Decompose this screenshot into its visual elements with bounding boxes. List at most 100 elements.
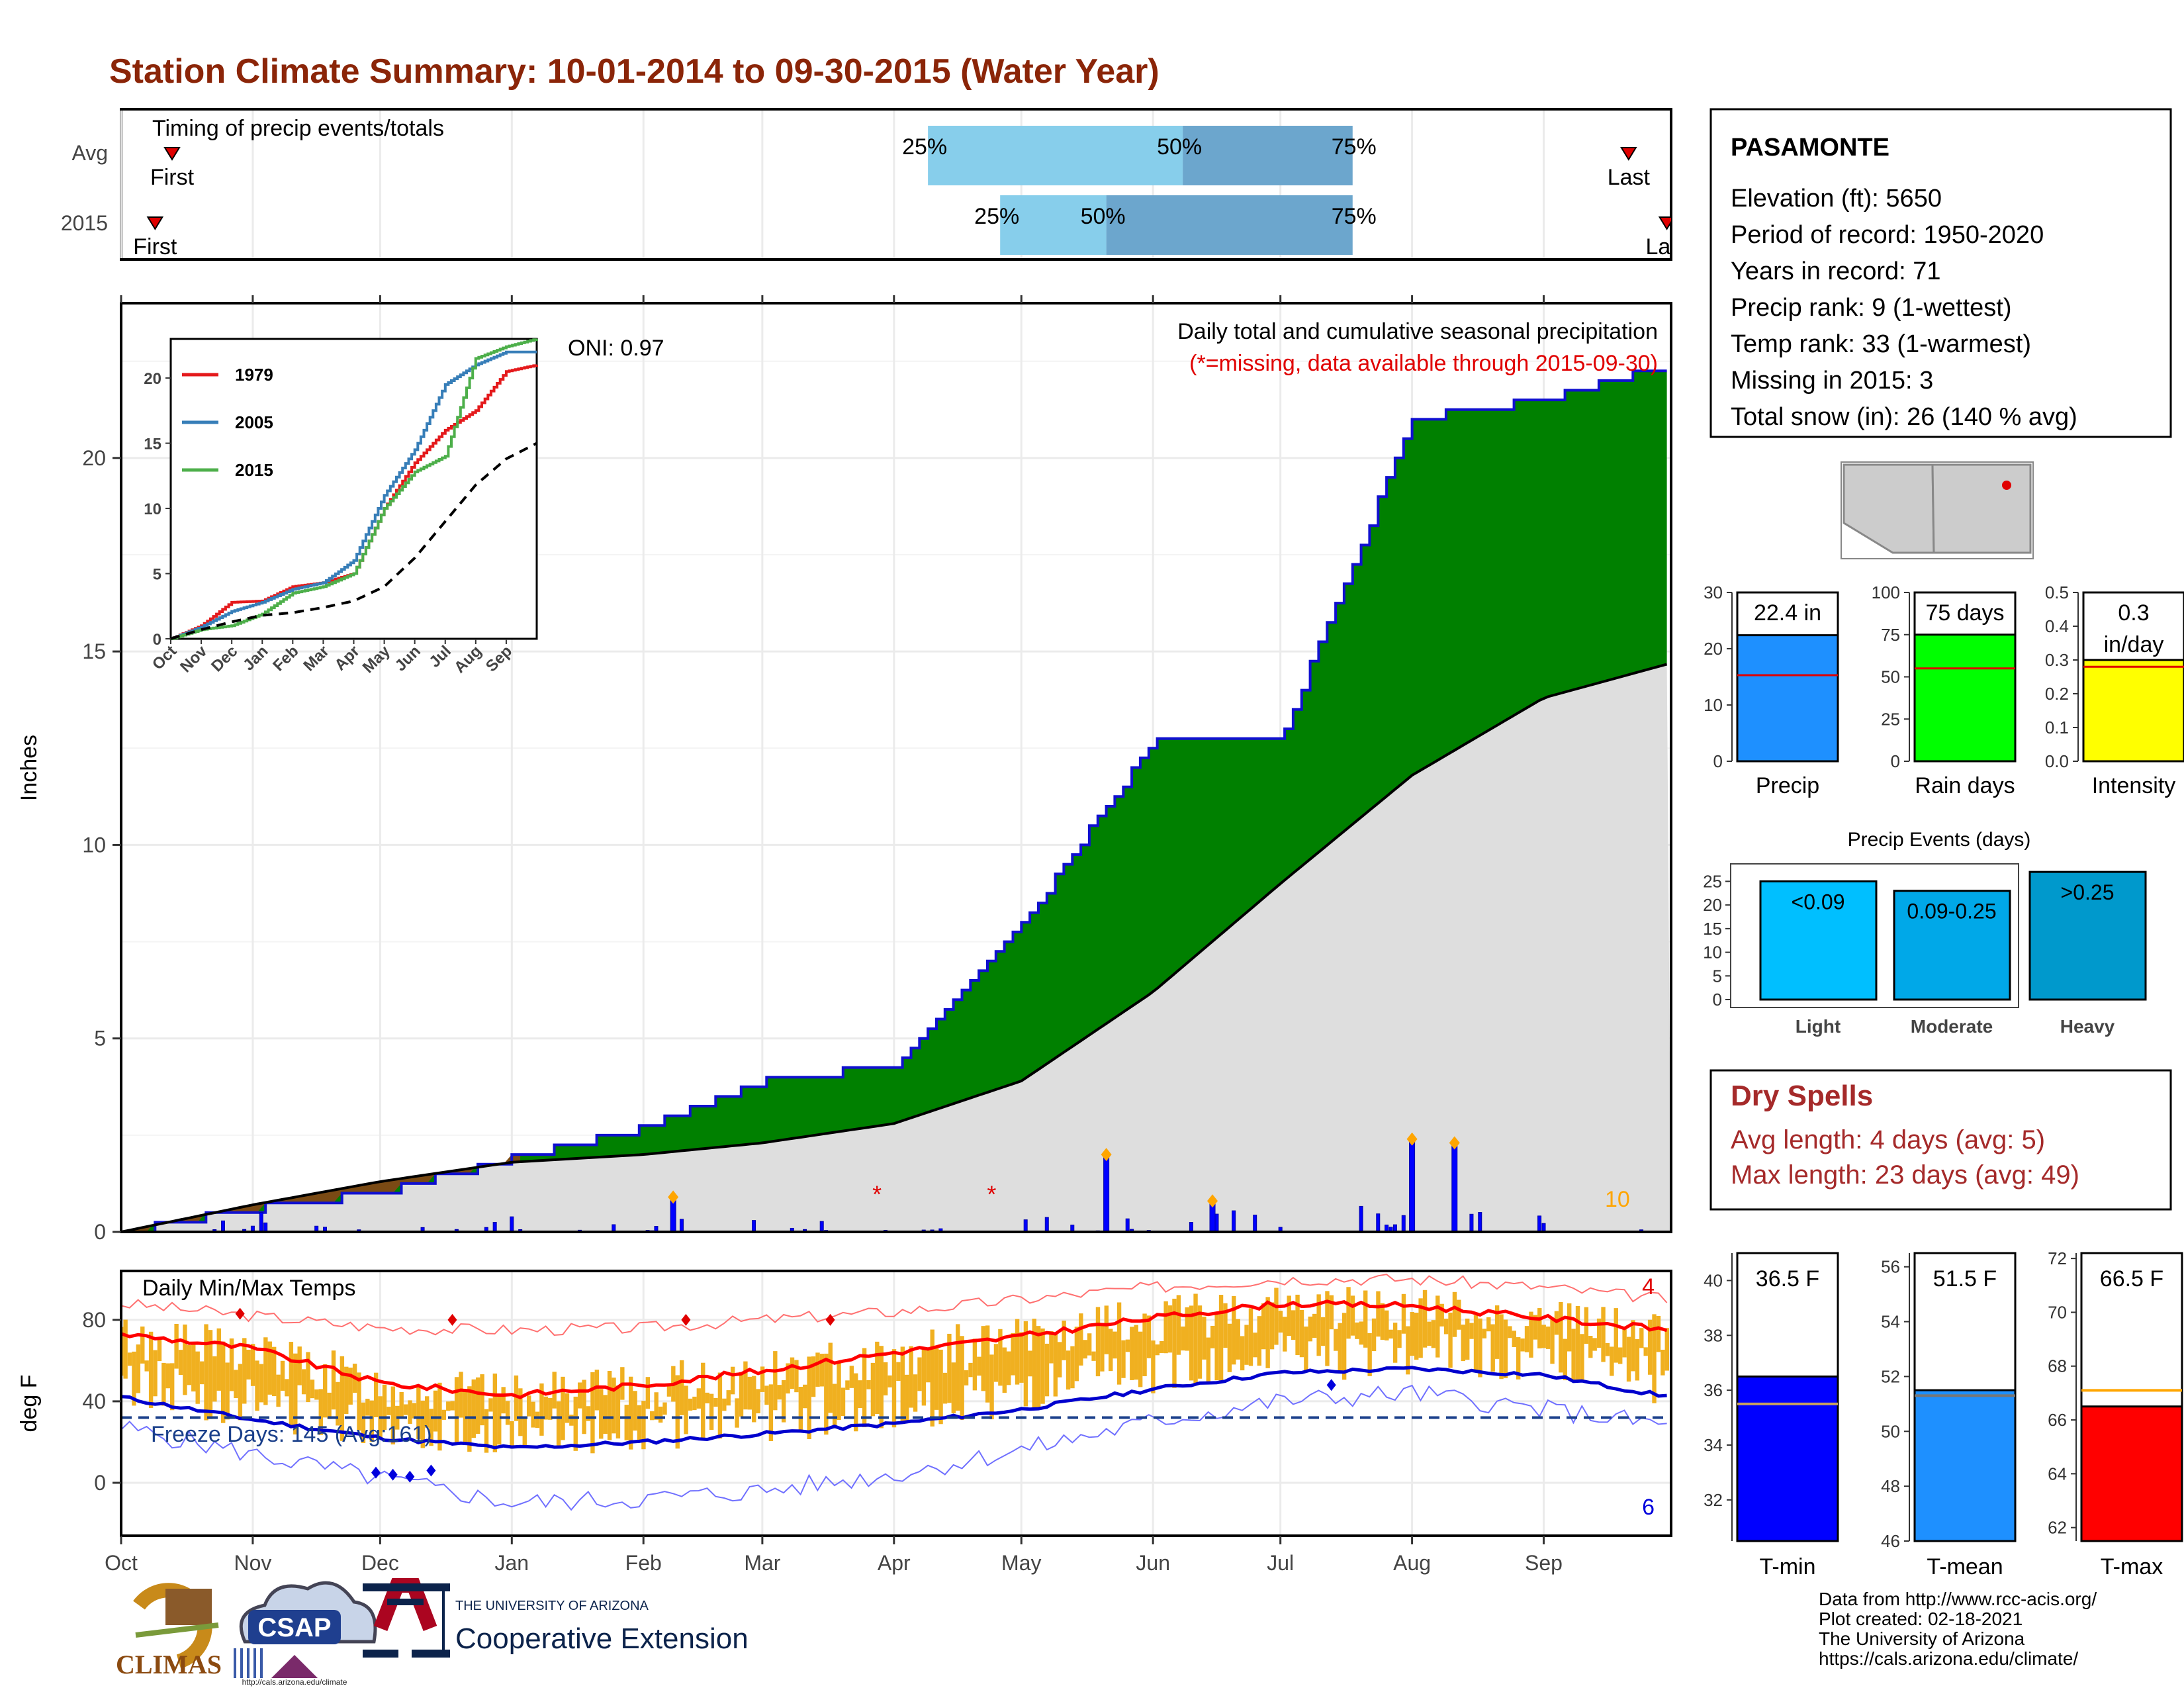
credit-line: Data from http://www.rcc-acis.org/ — [1819, 1589, 2097, 1609]
record-low-marker — [405, 1470, 415, 1483]
timing-label: Timing of precip events/totals — [152, 116, 444, 141]
temp-summary-tick-label: 62 — [2048, 1518, 2067, 1538]
timing-p75-label: 75% — [1332, 204, 1377, 229]
precip-count-label: 10 — [1605, 1187, 1630, 1212]
temp-summary-tick-label: 70 — [2048, 1302, 2067, 1322]
daily-temp-bar — [1427, 1321, 1432, 1346]
daily-precip-bar — [263, 1222, 268, 1233]
record-low-marker — [426, 1464, 436, 1477]
month-label: Nov — [234, 1551, 271, 1575]
daily-temp-bar — [951, 1362, 956, 1414]
missing-data-marker: * — [987, 1181, 996, 1208]
precip-frame — [120, 302, 1672, 1233]
events-tick-label: 25 — [1703, 871, 1722, 891]
daily-temp-bar — [1457, 1299, 1461, 1330]
daily-temp-bar — [441, 1409, 447, 1420]
daily-temp-bar — [590, 1372, 595, 1454]
precip-event-name-label: Light — [1796, 1016, 1841, 1037]
daily-temp-bar — [803, 1384, 807, 1409]
daily-temp-bar — [238, 1364, 243, 1421]
daily-temp-bar — [913, 1374, 918, 1412]
daily-temp-bar — [1545, 1326, 1551, 1349]
timing-p50-label: 50% — [1081, 204, 1126, 229]
daily-temp-bar — [1002, 1347, 1007, 1393]
daily-temp-bar — [1350, 1295, 1355, 1336]
daily-temp-bar — [420, 1400, 425, 1448]
daily-temp-bar — [1452, 1291, 1457, 1337]
daily-temp-bar — [475, 1377, 480, 1434]
summary-tick-label: 30 — [1704, 583, 1723, 602]
daily-temp-bar — [467, 1386, 472, 1452]
daily-temp-bar — [297, 1346, 302, 1385]
daily-temp-bar — [565, 1393, 570, 1423]
temp-summary-tick-label: 64 — [2048, 1464, 2067, 1483]
daily-temp-bar — [314, 1389, 319, 1400]
timing-p25-label: 25% — [974, 204, 1019, 229]
daily-temp-bar — [934, 1348, 939, 1410]
precip-panel: * * 0 5 10 15 20 Inches ONI: 0.97 Daily total… — [17, 295, 1672, 1244]
page-title: Station Climate Summary: 10-01-2014 to 0… — [109, 52, 1160, 91]
daily-temp-bar — [709, 1393, 714, 1430]
station-info-line: Precip rank: 9 (1-wettest) — [1731, 294, 2011, 322]
daily-temp-bar — [318, 1389, 323, 1435]
timing-p75-label: 75% — [1332, 134, 1377, 160]
timing-p25-label: 25% — [902, 134, 947, 160]
daily-temp-bar — [1537, 1308, 1542, 1348]
events-tick-label: 10 — [1703, 943, 1722, 962]
daily-temp-bar — [1631, 1320, 1635, 1372]
station-info-line: Elevation (ft): 5650 — [1731, 185, 1942, 212]
first-event-marker — [163, 147, 181, 161]
daily-temp-bar — [599, 1389, 604, 1439]
daily-precip-bar-large — [1409, 1139, 1416, 1233]
temp-summary-name-label: T-max — [2101, 1554, 2163, 1579]
daily-temp-bar — [454, 1377, 459, 1444]
credits: Data from http://www.rcc-acis.org/Plot c… — [1819, 1589, 2097, 1669]
daily-temp-bar — [773, 1351, 778, 1411]
daily-temp-bar — [1503, 1319, 1508, 1379]
daily-temp-bar — [1388, 1329, 1393, 1339]
inset-ytick-label: 20 — [144, 370, 161, 388]
daily-temp-bar — [1439, 1303, 1444, 1327]
daily-temp-bar — [684, 1385, 688, 1434]
daily-temp-bar — [522, 1417, 527, 1446]
daily-temp-bar — [1028, 1350, 1032, 1377]
daily-temp-bar — [212, 1356, 217, 1402]
daily-temp-bar — [1125, 1339, 1130, 1352]
credit-line: https://cals.arizona.edu/climate/ — [1819, 1648, 2078, 1669]
station-marker — [2002, 481, 2011, 490]
daily-temp-bar — [612, 1378, 616, 1434]
daily-temp-bar — [484, 1409, 489, 1453]
daily-precip-bar — [1401, 1215, 1406, 1233]
daily-temp-bar — [331, 1350, 336, 1410]
daily-temp-bar — [641, 1401, 646, 1450]
daily-temp-bar — [947, 1333, 952, 1403]
daily-temp-bar — [768, 1384, 774, 1442]
daily-temp-bar — [187, 1345, 192, 1385]
first-event-label: First — [150, 165, 195, 190]
daily-temp-bar — [1508, 1326, 1512, 1338]
daily-temp-bar — [408, 1400, 412, 1424]
daily-temp-bar — [628, 1376, 633, 1450]
month-label: Dec — [361, 1551, 399, 1575]
daily-temp-bar — [1316, 1294, 1321, 1356]
daily-precip-bar — [1376, 1213, 1381, 1233]
daily-temp-bar — [1032, 1319, 1036, 1410]
temp-summary-tick-label: 54 — [1881, 1312, 1900, 1332]
daily-temp-bar — [1269, 1302, 1275, 1350]
daily-temp-bar — [883, 1362, 888, 1395]
temp-summary-tick-label: 46 — [1881, 1531, 1900, 1551]
daily-temp-bar — [960, 1336, 964, 1421]
events-tick-label: 20 — [1703, 895, 1722, 915]
daily-temp-bar — [968, 1362, 973, 1378]
daily-precip-bar-large — [1103, 1154, 1110, 1233]
daily-temp-bar — [666, 1384, 672, 1397]
inset-legend-label: 2005 — [235, 412, 273, 432]
daily-temp-bar — [336, 1382, 340, 1426]
daily-temp-bar — [1622, 1326, 1627, 1358]
daily-temp-bar — [624, 1405, 629, 1440]
daily-temp-bar — [340, 1356, 345, 1441]
daily-temp-bar — [1346, 1287, 1351, 1339]
daily-temp-bar — [1206, 1337, 1211, 1383]
daily-temp-bar — [169, 1363, 175, 1411]
daily-temp-bar — [497, 1395, 502, 1445]
